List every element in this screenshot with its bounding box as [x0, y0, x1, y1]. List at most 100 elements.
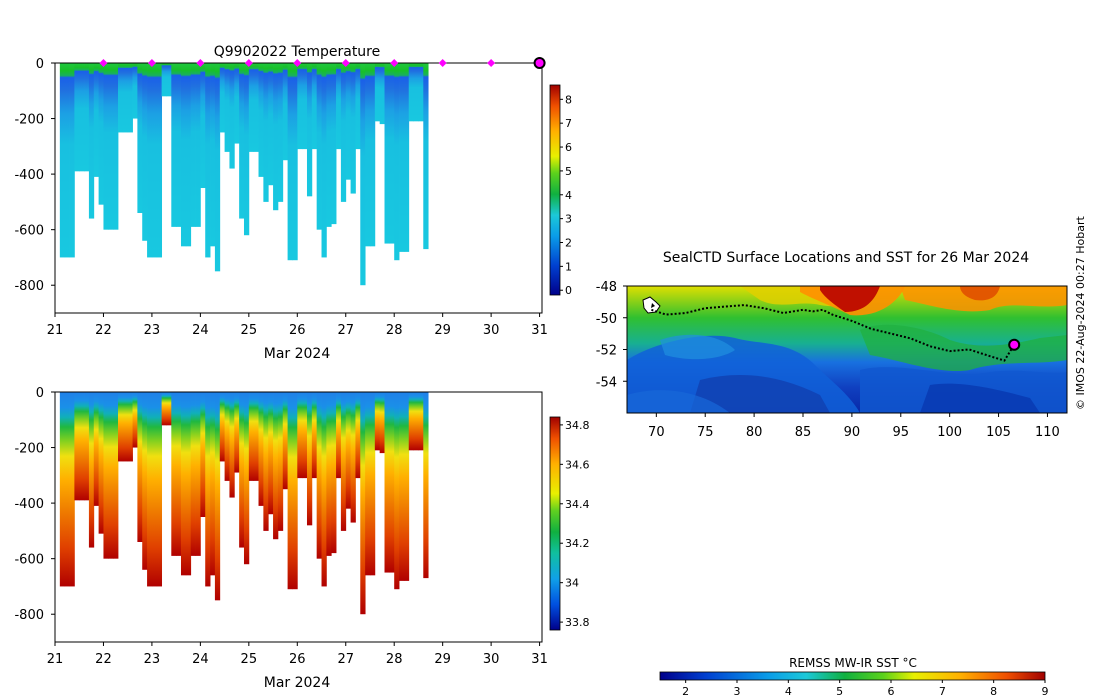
profile-bar [180, 63, 187, 247]
y-tick-label: -54 [596, 375, 617, 390]
profile-bar [326, 63, 332, 227]
profile-bar [263, 392, 269, 531]
profile-bar [88, 63, 95, 219]
profile-bar [340, 392, 347, 531]
profile-day-marker [196, 59, 205, 67]
profile-bar [326, 392, 332, 556]
profile-bar [268, 63, 274, 186]
profile-bar [365, 63, 371, 247]
profile-bar [413, 63, 419, 122]
profile-bar [394, 63, 400, 261]
profile-bar [340, 63, 347, 202]
profile-bar [355, 63, 361, 150]
profile-bar [243, 392, 250, 565]
temperature-panel: Q9902022 Temperature 0 -200 -400 -600 -800 2… [14, 44, 572, 362]
x-tick-label: 105 [986, 425, 1011, 440]
profile-bar [418, 392, 424, 451]
profile-bar [161, 63, 167, 97]
profile-bar [103, 392, 109, 559]
x-tick-label: 29 [434, 323, 451, 338]
sst-colorbar-label: REMSS MW-IR SST °C [789, 656, 917, 670]
x-tick-label: 24 [192, 652, 209, 667]
sst-map-y-ticks: -48 -50 -52 -54 [596, 280, 627, 390]
y-tick-label: 0 [36, 386, 44, 401]
x-tick-label: 26 [289, 323, 306, 338]
x-tick-label: 110 [1035, 425, 1060, 440]
profile-day-marker [438, 59, 447, 67]
profile-bar [195, 63, 201, 227]
imos-credit: © IMOS 22-Aug-2024 00:27 Hobart [1074, 216, 1087, 410]
profile-bar [171, 392, 177, 556]
profile-bar [234, 392, 240, 473]
profile-bar [331, 63, 337, 225]
y-tick-label: -48 [596, 280, 617, 295]
profile-bar [69, 392, 75, 587]
colorbar-tick-label: 4 [565, 189, 572, 202]
colorbar-tick-label: 7 [939, 685, 946, 698]
x-tick-label: 95 [893, 425, 910, 440]
colorbar-tick-label: 34.2 [565, 537, 590, 550]
x-tick-label: 26 [289, 652, 306, 667]
profile-bar [302, 392, 308, 479]
profile-bar [147, 392, 153, 587]
profile-bar [93, 63, 100, 177]
profile-bar [151, 392, 158, 587]
x-tick-label: 75 [697, 425, 714, 440]
profile-bar [229, 392, 235, 498]
profile-bar [88, 392, 95, 548]
x-tick-label: 70 [648, 425, 665, 440]
profile-bar [79, 392, 85, 501]
profile-bar [224, 392, 230, 481]
colorbar-tick-label: 9 [1042, 685, 1049, 698]
profile-bar [282, 63, 288, 161]
profile-bar [297, 63, 303, 150]
colorbar-tick-label: 6 [888, 685, 895, 698]
profile-bar [147, 63, 153, 258]
y-tick-label: -200 [14, 113, 44, 128]
x-tick-label: 80 [746, 425, 763, 440]
profile-bar [108, 63, 114, 230]
salinity-x-ticks: 21 22 23 24 25 26 27 28 29 30 31 [47, 642, 548, 667]
profile-bar [277, 392, 284, 531]
profile-bar [161, 392, 167, 426]
y-tick-label: -200 [14, 442, 44, 457]
profile-bar [190, 63, 196, 227]
x-tick-label: 22 [95, 652, 112, 667]
profile-bar [98, 392, 104, 534]
profile-bar [336, 63, 342, 150]
profile-bar [142, 63, 148, 241]
y-tick-label: -52 [596, 344, 617, 359]
colorbar-tick-label: 34.8 [565, 419, 590, 432]
profile-bar [93, 392, 100, 506]
profile-bar [176, 392, 182, 556]
temperature-colorbar-ticks: 0 1 2 3 4 5 6 7 8 [560, 93, 572, 297]
profile-bar [336, 392, 342, 479]
colorbar-tick-label: 2 [565, 237, 572, 250]
profile-bar [200, 392, 206, 517]
x-tick-label: 27 [337, 652, 354, 667]
profile-bar [171, 63, 177, 227]
temperature-x-ticks: 21 22 23 24 25 26 27 28 29 30 31 [47, 313, 548, 338]
profile-day-markers [99, 57, 546, 69]
profile-day-marker [341, 59, 350, 67]
profile-bar [103, 63, 109, 230]
profile-bar [224, 63, 230, 152]
profile-bar [360, 392, 366, 615]
profile-bar [423, 63, 429, 250]
y-tick-label: -600 [14, 224, 44, 239]
profile-bar [84, 63, 90, 172]
temperature-colorbar [549, 84, 561, 296]
profile-bar [350, 63, 356, 194]
profile-bar [210, 63, 216, 247]
profile-bar [113, 392, 119, 559]
profile-bar [423, 392, 429, 579]
profile-bar [243, 63, 250, 236]
colorbar-tick-label: 7 [565, 117, 572, 130]
colorbar-tick-label: 8 [990, 685, 997, 698]
current-position-marker [1008, 338, 1021, 351]
x-tick-label: 21 [47, 323, 64, 338]
colorbar-tick-label: 5 [836, 685, 843, 698]
profile-bar [355, 392, 361, 479]
profile-bar [142, 392, 148, 570]
